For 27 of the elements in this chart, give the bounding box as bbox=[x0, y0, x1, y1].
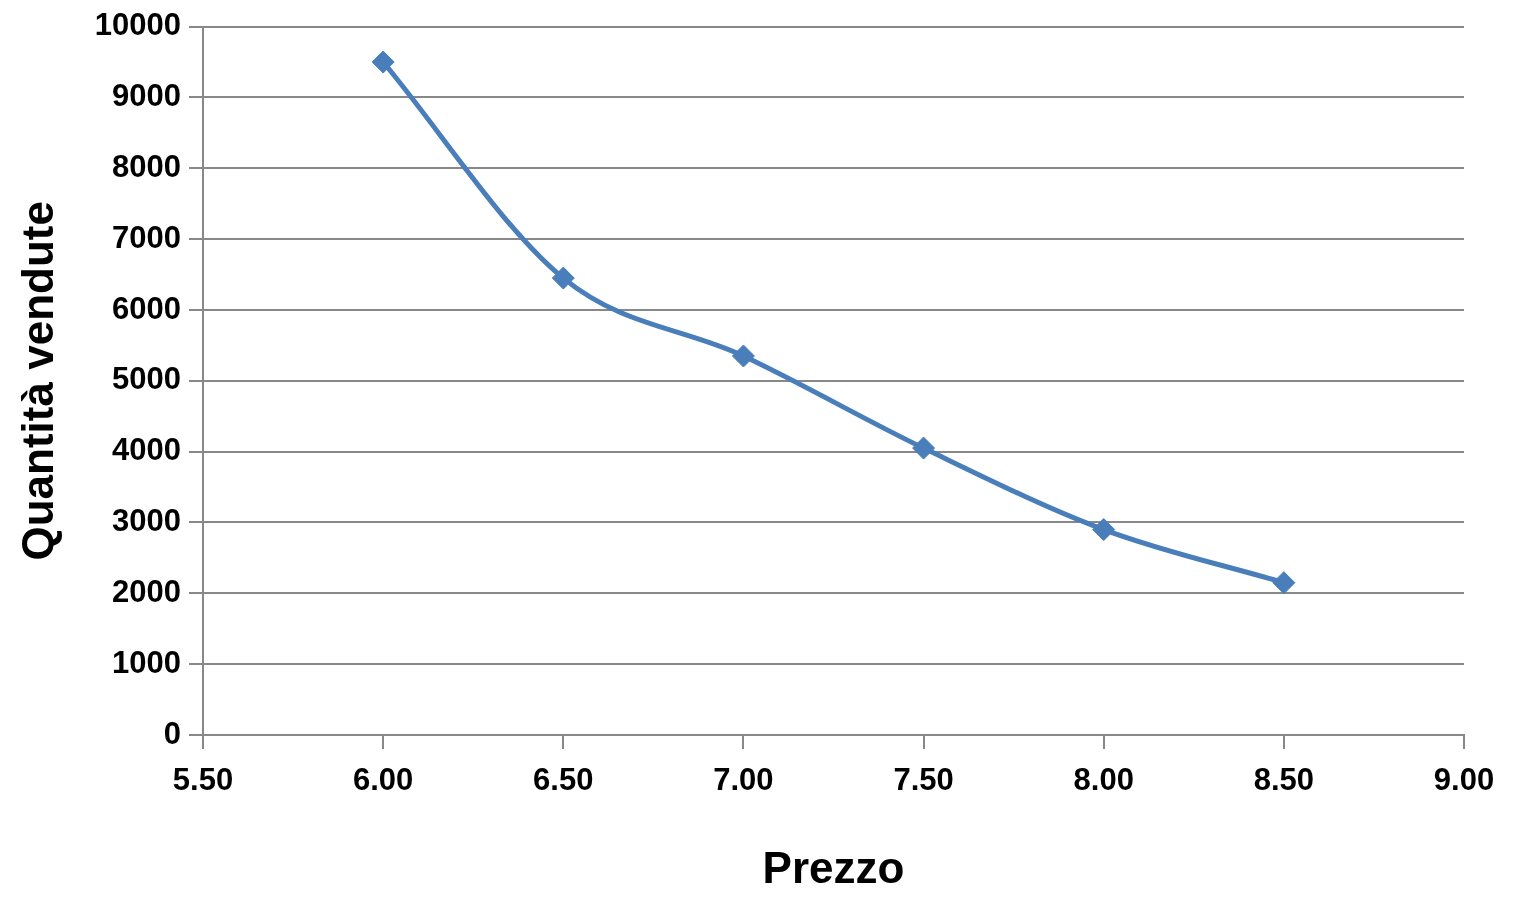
y-tick-label: 6000 bbox=[112, 290, 181, 326]
y-tick-label: 1000 bbox=[112, 644, 181, 680]
y-tick-label: 0 bbox=[163, 715, 181, 751]
x-tick-label: 7.50 bbox=[893, 762, 954, 798]
point bbox=[731, 344, 755, 368]
y-tick-label: 2000 bbox=[112, 573, 181, 609]
point bbox=[1272, 571, 1296, 595]
y-tick-label: 9000 bbox=[112, 77, 181, 113]
point bbox=[371, 50, 395, 74]
x-tick-label: 7.00 bbox=[713, 762, 774, 798]
x-tick-label: 5.50 bbox=[172, 762, 234, 798]
y-axis-title: Quantità vendute bbox=[12, 201, 62, 561]
x-tick-label: 6.00 bbox=[352, 762, 414, 798]
x-tick-label: 6.50 bbox=[533, 762, 594, 798]
y-tick-label: 3000 bbox=[112, 503, 181, 539]
x-tick-label: 8.50 bbox=[1253, 762, 1315, 798]
y-tick-label: 10000 bbox=[94, 7, 181, 43]
y-tick-label: 5000 bbox=[112, 361, 181, 397]
x-tick-label: 8.00 bbox=[1073, 762, 1134, 798]
y-tick-label: 8000 bbox=[112, 148, 181, 184]
x-tick-label: 9.00 bbox=[1433, 762, 1495, 798]
point bbox=[912, 436, 936, 460]
point bbox=[551, 266, 575, 290]
point bbox=[1092, 518, 1116, 542]
x-axis-title: Prezzo bbox=[762, 842, 905, 892]
y-tick-label: 7000 bbox=[112, 219, 181, 255]
y-tick-label: 4000 bbox=[112, 432, 181, 468]
